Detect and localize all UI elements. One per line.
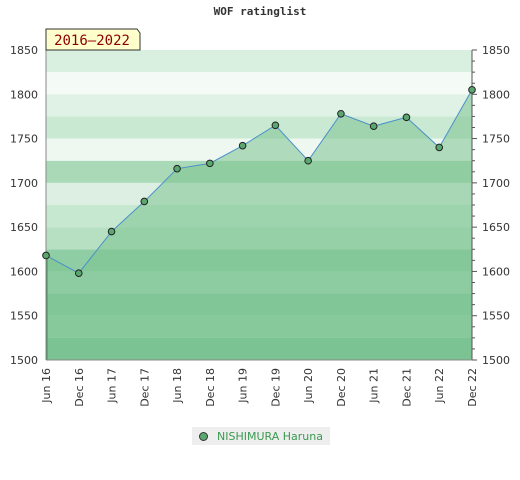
y-tick-label-left: 1750 (10, 133, 38, 146)
data-point (107, 227, 116, 236)
y-tick-label-left: 1800 (10, 88, 38, 101)
subtitle-box: 2016–2022 (45, 28, 141, 51)
y-tick-label-right: 1550 (482, 310, 510, 323)
points-layer (42, 86, 476, 278)
data-point (402, 113, 411, 122)
background-band (46, 72, 472, 95)
area-layer (45, 89, 473, 360)
data-point (206, 159, 214, 168)
data-point (140, 197, 149, 206)
y-tick-label-right: 1500 (482, 354, 510, 367)
y-tick-label-right: 1750 (482, 133, 510, 146)
y-tick-label-left: 1600 (10, 265, 38, 278)
data-point (369, 122, 378, 130)
series-line (45, 89, 473, 274)
y-tick-label-left: 1500 (10, 354, 38, 367)
x-tick-label: Dec 19 (269, 368, 282, 407)
x-tick-label: Jun 21 (368, 368, 381, 404)
y-tick-label-right: 1700 (482, 177, 510, 190)
data-point (468, 86, 476, 94)
background-band (46, 50, 472, 73)
x-tick-label: Dec 20 (335, 368, 348, 407)
y-tick-label-left: 1650 (10, 221, 38, 234)
y-tick-label-right: 1850 (482, 44, 510, 57)
y-tick-label-right: 1800 (482, 88, 510, 101)
data-point (271, 121, 280, 130)
data-point (337, 109, 345, 118)
data-point (74, 269, 83, 278)
x-tick-label: Dec 21 (400, 368, 413, 407)
legend-marker (199, 431, 208, 441)
chart-title: WOF ratinglist (213, 5, 307, 18)
y-tick-label-right: 1650 (482, 221, 510, 234)
x-tick-label: Dec 16 (73, 368, 86, 407)
legend-label: NISHIMURA Haruna (217, 429, 323, 443)
y-tick-label-left: 1550 (10, 310, 38, 323)
data-point (304, 156, 312, 165)
x-tick-label: Dec 18 (204, 368, 217, 407)
x-tick-label: Jun 18 (171, 368, 184, 404)
y-tick-label-left: 1850 (10, 44, 38, 57)
x-tick-label: Jun 22 (433, 368, 446, 404)
x-tick-label: Jun 20 (302, 368, 315, 404)
y-tick-label-right: 1600 (482, 265, 510, 278)
x-tick-label: Dec 22 (466, 368, 479, 407)
background-band (46, 94, 472, 117)
legend: NISHIMURA Haruna (192, 427, 330, 445)
chart-subtitle: 2016–2022 (54, 33, 130, 49)
x-tick-label: Jun 19 (237, 368, 250, 404)
axes (45, 49, 477, 361)
x-tick-label: Jun 16 (40, 368, 53, 404)
x-tick-label: Jun 17 (106, 368, 119, 404)
data-point (173, 164, 181, 173)
data-point (238, 141, 247, 150)
y-tick-label-left: 1700 (10, 177, 38, 190)
tick-labels: 1850 1850 1800 1800 1750 1750 1700 1700 1650 1650… (10, 44, 510, 407)
data-point (42, 251, 50, 260)
x-tick-label: Dec 17 (138, 368, 151, 407)
series-area (46, 89, 472, 360)
data-point (435, 143, 444, 152)
